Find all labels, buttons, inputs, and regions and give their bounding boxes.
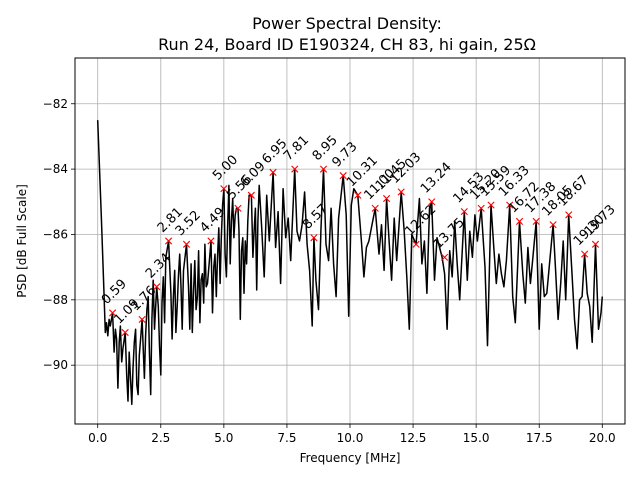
peak-marker (412, 240, 420, 248)
peak-marker (354, 191, 362, 199)
plot-area-frame (74, 57, 626, 425)
psd-line (96, 120, 604, 406)
peak-marker (291, 165, 299, 173)
peak-marker (207, 237, 215, 245)
x-tick-label: 5.0 (214, 431, 233, 445)
x-tick-label: 2.5 (151, 431, 170, 445)
peak-marker (269, 168, 277, 176)
peak-marker (310, 234, 318, 242)
y-tick-label: −84 (43, 162, 68, 176)
y-tick-label: −90 (43, 358, 68, 372)
peak-marker (319, 165, 328, 173)
peak-marker (565, 211, 573, 219)
peak-marker (532, 217, 540, 225)
grid-lines (75, 58, 625, 424)
peak-marker (339, 172, 347, 180)
peak-marker (138, 315, 146, 324)
y-tick-label: −82 (43, 97, 68, 111)
peak-marker (109, 309, 117, 317)
x-axis-label: Frequency [MHz] (300, 451, 401, 465)
x-tick-label: 20.0 (589, 431, 616, 445)
chart-title-line-1: Power Spectral Density: (252, 14, 442, 33)
peak-marker (397, 188, 405, 196)
y-tick-label: −88 (43, 293, 68, 307)
x-tick-label: 17.5 (526, 431, 553, 445)
peak-marker (165, 237, 173, 245)
peak-marker (581, 250, 589, 258)
peak-marker (487, 201, 495, 209)
peak-marker (382, 194, 391, 203)
peak-marker (234, 204, 242, 212)
y-axis-label: PSD [dB Full Scale] (15, 184, 29, 298)
peak-marker (371, 204, 379, 212)
peak-marker (591, 240, 600, 248)
peak-marker (460, 208, 468, 216)
peak-marker (428, 198, 436, 206)
peak-marker (549, 221, 557, 229)
x-tick-label: 15.0 (463, 431, 490, 445)
peak-marker (247, 191, 255, 199)
peak-marker (515, 217, 524, 225)
x-tick-label: 10.0 (337, 431, 364, 445)
peak-marker (477, 204, 485, 212)
peak-marker (441, 253, 449, 261)
x-tick-label: 7.5 (277, 431, 296, 445)
peak-marker (121, 328, 129, 337)
peak-marker (182, 240, 191, 248)
peak-marker (506, 201, 514, 209)
peak-markers (109, 165, 600, 337)
peak-marker (153, 283, 161, 291)
psd-series (96, 120, 604, 406)
peak-marker (220, 185, 228, 193)
x-tick-label: 12.5 (400, 431, 427, 445)
chart-title-line-2: Run 24, Board ID E190324, CH 83, hi gain… (158, 35, 536, 54)
y-tick-label: −86 (43, 227, 68, 241)
x-tick-label: 0.0 (88, 431, 107, 445)
axis-ticks: 0.0 2.5 5.0 7.5 10.0 12.5 15.0 17.5 20.0 −90 −88 −8… (43, 97, 616, 445)
